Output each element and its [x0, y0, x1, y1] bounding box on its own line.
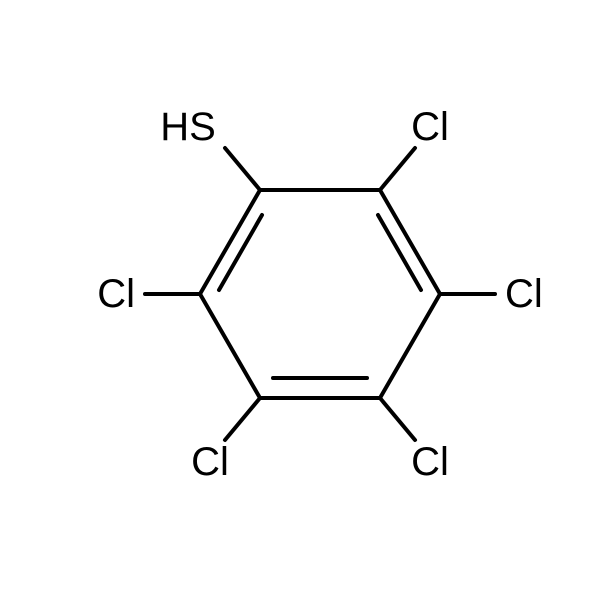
bond-to-cl-top-right	[380, 148, 415, 190]
atom-cl-bottom-left: Cl	[191, 440, 229, 484]
bond-ring-2	[380, 190, 440, 294]
atom-hs: HS	[160, 105, 216, 149]
atom-cl-left: Cl	[97, 272, 135, 316]
molecule-structure: HS Cl Cl Cl Cl Cl	[0, 0, 600, 600]
bond-to-cl-bottom-right	[380, 398, 415, 440]
bond-to-cl-bottom-left	[225, 398, 260, 440]
atom-cl-right: Cl	[505, 272, 543, 316]
atom-cl-bottom-right: Cl	[411, 440, 449, 484]
bond-ring-3	[380, 294, 440, 398]
bond-ring-5	[200, 294, 260, 398]
bond-ring-6	[200, 190, 260, 294]
bond-to-hs	[225, 148, 260, 190]
atom-cl-top-right: Cl	[411, 105, 449, 149]
